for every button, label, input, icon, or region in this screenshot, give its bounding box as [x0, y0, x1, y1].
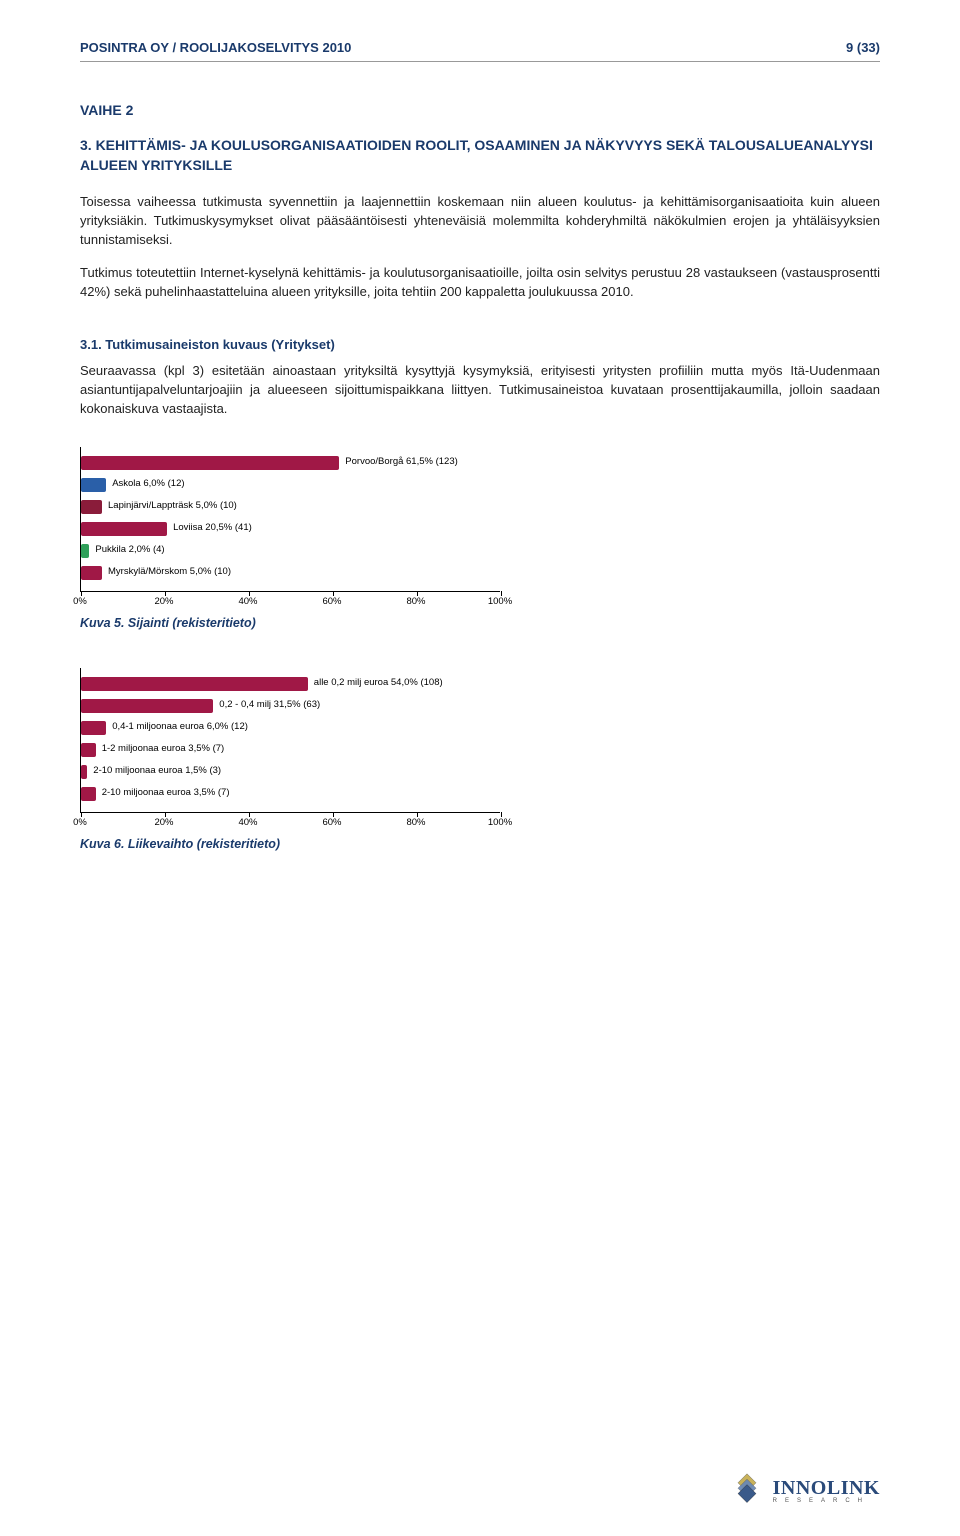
- bar-label: 0,4-1 miljoonaa euroa 6,0% (12): [112, 721, 248, 732]
- chart-liikevaihto: alle 0,2 milj euroa 54,0% (108) 0,2 - 0,4…: [80, 668, 520, 831]
- xaxis-tick-label: 100%: [488, 596, 512, 607]
- innolink-logo-icon: [729, 1472, 765, 1508]
- chart-1-xaxis: 0%20%40%60%80%100%: [80, 596, 500, 610]
- subheading-3-1: 3.1. Tutkimusaineiston kuvaus (Yritykset…: [80, 337, 880, 352]
- xaxis-tick-label: 40%: [238, 817, 257, 828]
- bar: [81, 500, 102, 514]
- chart-1-caption: Kuva 5. Sijainti (rekisteritieto): [80, 616, 880, 630]
- bar-row: Pukkila 2,0% (4): [81, 541, 500, 561]
- bar: [81, 544, 89, 558]
- chart-2-caption: Kuva 6. Liikevaihto (rekisteritieto): [80, 837, 880, 851]
- chart-2-xaxis: 0%20%40%60%80%100%: [80, 817, 500, 831]
- xaxis-tick-label: 60%: [322, 596, 341, 607]
- bar: [81, 765, 87, 779]
- chart-sijainti: Porvoo/Borgå 61,5% (123) Askola 6,0% (12)…: [80, 447, 520, 610]
- bar: [81, 743, 96, 757]
- paragraph-1: Toisessa vaiheessa tutkimusta syvennetti…: [80, 193, 880, 250]
- xaxis-tick-label: 80%: [406, 817, 425, 828]
- xaxis-tick-label: 20%: [154, 596, 173, 607]
- bar-label: alle 0,2 milj euroa 54,0% (108): [314, 677, 443, 688]
- bar-label: 0,2 - 0,4 milj 31,5% (63): [219, 699, 320, 710]
- bar-label: Myrskylä/Mörskom 5,0% (10): [108, 566, 231, 577]
- xaxis-tick-label: 0%: [73, 817, 87, 828]
- xaxis-tick-label: 80%: [406, 596, 425, 607]
- paragraph-2: Tutkimus toteutettiin Internet-kyselynä …: [80, 264, 880, 302]
- bar: [81, 699, 213, 713]
- bar: [81, 787, 96, 801]
- bar-label: 2-10 miljoonaa euroa 3,5% (7): [102, 787, 230, 798]
- xaxis-tick-label: 40%: [238, 596, 257, 607]
- bar-label: Lapinjärvi/Lappträsk 5,0% (10): [108, 500, 237, 511]
- footer-logo-sub: RESEARCH: [773, 1498, 880, 1504]
- chart-2-plotarea: alle 0,2 milj euroa 54,0% (108) 0,2 - 0,4…: [80, 668, 500, 813]
- bar-row: 1-2 miljoonaa euroa 3,5% (7): [81, 740, 500, 760]
- bar-row: Askola 6,0% (12): [81, 475, 500, 495]
- paragraph-3: Seuraavassa (kpl 3) esitetään ainoastaan…: [80, 362, 880, 419]
- bar-row: Lapinjärvi/Lappträsk 5,0% (10): [81, 497, 500, 517]
- bar-row: Loviisa 20,5% (41): [81, 519, 500, 539]
- bar: [81, 478, 106, 492]
- xaxis-tick-label: 0%: [73, 596, 87, 607]
- footer-logo-text: INNOLINK: [773, 1477, 880, 1500]
- bar: [81, 456, 339, 470]
- bar-label: 2-10 miljoonaa euroa 1,5% (3): [93, 765, 221, 776]
- header-right: 9 (33): [846, 40, 880, 55]
- section-title: VAIHE 2: [80, 102, 880, 118]
- bar-label: Pukkila 2,0% (4): [95, 544, 164, 555]
- footer-logo-text-block: INNOLINK RESEARCH: [773, 1477, 880, 1504]
- xaxis-tick-label: 60%: [322, 817, 341, 828]
- xaxis-tick-label: 100%: [488, 817, 512, 828]
- bar-row: alle 0,2 milj euroa 54,0% (108): [81, 674, 500, 694]
- xaxis-tick-label: 20%: [154, 817, 173, 828]
- bar-label: Askola 6,0% (12): [112, 478, 184, 489]
- bar: [81, 522, 167, 536]
- bar-row: 2-10 miljoonaa euroa 3,5% (7): [81, 784, 500, 804]
- bar-row: 2-10 miljoonaa euroa 1,5% (3): [81, 762, 500, 782]
- bar-row: Porvoo/Borgå 61,5% (123): [81, 453, 500, 473]
- bar: [81, 677, 308, 691]
- bar-label: 1-2 miljoonaa euroa 3,5% (7): [102, 743, 225, 754]
- bar-row: 0,4-1 miljoonaa euroa 6,0% (12): [81, 718, 500, 738]
- bar: [81, 566, 102, 580]
- bar-row: 0,2 - 0,4 milj 31,5% (63): [81, 696, 500, 716]
- bar-row: Myrskylä/Mörskom 5,0% (10): [81, 563, 500, 583]
- bar-label: Porvoo/Borgå 61,5% (123): [345, 456, 457, 467]
- bar: [81, 721, 106, 735]
- footer-logo: INNOLINK RESEARCH: [729, 1472, 880, 1508]
- header-left: POSINTRA OY / ROOLIJAKOSELVITYS 2010: [80, 40, 351, 55]
- bar-label: Loviisa 20,5% (41): [173, 522, 252, 533]
- page-header: POSINTRA OY / ROOLIJAKOSELVITYS 2010 9 (…: [80, 40, 880, 62]
- main-heading: 3. KEHITTÄMIS- JA KOULUSORGANISAATIOIDEN…: [80, 136, 880, 175]
- chart-1-plotarea: Porvoo/Borgå 61,5% (123) Askola 6,0% (12)…: [80, 447, 500, 592]
